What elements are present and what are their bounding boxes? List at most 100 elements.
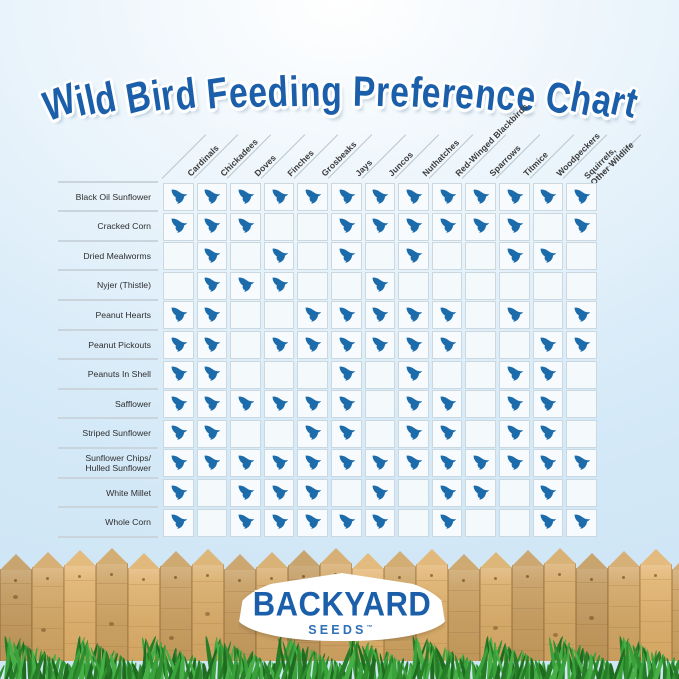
cell-r3-c6[interactable] bbox=[364, 271, 396, 300]
cell-r10-c5[interactable] bbox=[331, 479, 362, 507]
cell-r4-c9[interactable] bbox=[465, 301, 496, 330]
cell-r5-c9[interactable] bbox=[465, 331, 496, 359]
cell-r10-c6[interactable] bbox=[364, 479, 396, 507]
cell-r6-c11[interactable] bbox=[532, 360, 564, 389]
cell-r11-c6[interactable] bbox=[364, 508, 396, 537]
cell-r5-c2[interactable] bbox=[230, 331, 261, 359]
cell-r4-c4[interactable] bbox=[297, 301, 328, 330]
cell-r11-c2[interactable] bbox=[230, 508, 261, 537]
cell-r1-c4[interactable] bbox=[297, 212, 328, 241]
cell-r6-c5[interactable] bbox=[331, 360, 362, 389]
cell-r5-c8[interactable] bbox=[431, 331, 463, 359]
cell-r1-c9[interactable] bbox=[465, 212, 496, 241]
cell-r6-c9[interactable] bbox=[465, 360, 496, 389]
cell-r11-c0[interactable] bbox=[163, 508, 194, 537]
cell-r7-c2[interactable] bbox=[230, 390, 261, 419]
cell-r6-c8[interactable] bbox=[431, 360, 463, 389]
cell-r0-c12[interactable] bbox=[566, 183, 597, 211]
cell-r0-c0[interactable] bbox=[163, 183, 194, 211]
cell-r0-c5[interactable] bbox=[331, 183, 362, 211]
cell-r2-c6[interactable] bbox=[364, 242, 396, 271]
cell-r3-c10[interactable] bbox=[499, 271, 530, 300]
cell-r0-c9[interactable] bbox=[465, 183, 496, 211]
cell-r7-c9[interactable] bbox=[465, 390, 496, 419]
cell-r3-c0[interactable] bbox=[163, 271, 194, 300]
cell-r7-c8[interactable] bbox=[431, 390, 463, 419]
cell-r8-c4[interactable] bbox=[297, 419, 328, 448]
cell-r9-c2[interactable] bbox=[230, 449, 261, 478]
cell-r10-c3[interactable] bbox=[263, 479, 295, 507]
cell-r4-c12[interactable] bbox=[566, 301, 597, 330]
cell-r10-c0[interactable] bbox=[163, 479, 194, 507]
cell-r4-c6[interactable] bbox=[364, 301, 396, 330]
cell-r6-c2[interactable] bbox=[230, 360, 261, 389]
cell-r9-c8[interactable] bbox=[431, 449, 463, 478]
cell-r8-c11[interactable] bbox=[532, 419, 564, 448]
cell-r1-c1[interactable] bbox=[196, 212, 228, 241]
cell-r8-c9[interactable] bbox=[465, 419, 496, 448]
cell-r9-c1[interactable] bbox=[196, 449, 228, 478]
cell-r3-c2[interactable] bbox=[230, 271, 261, 300]
cell-r4-c2[interactable] bbox=[230, 301, 261, 330]
cell-r1-c10[interactable] bbox=[499, 212, 530, 241]
cell-r7-c1[interactable] bbox=[196, 390, 228, 419]
cell-r10-c9[interactable] bbox=[465, 479, 496, 507]
cell-r5-c3[interactable] bbox=[263, 331, 295, 359]
cell-r2-c5[interactable] bbox=[331, 242, 362, 271]
cell-r6-c4[interactable] bbox=[297, 360, 328, 389]
cell-r7-c3[interactable] bbox=[263, 390, 295, 419]
cell-r9-c0[interactable] bbox=[163, 449, 194, 478]
cell-r8-c6[interactable] bbox=[364, 419, 396, 448]
cell-r3-c4[interactable] bbox=[297, 271, 328, 300]
cell-r5-c7[interactable] bbox=[398, 331, 429, 359]
cell-r7-c5[interactable] bbox=[331, 390, 362, 419]
cell-r5-c1[interactable] bbox=[196, 331, 228, 359]
cell-r4-c11[interactable] bbox=[532, 301, 564, 330]
cell-r6-c3[interactable] bbox=[263, 360, 295, 389]
cell-r9-c6[interactable] bbox=[364, 449, 396, 478]
cell-r2-c9[interactable] bbox=[465, 242, 496, 271]
cell-r4-c3[interactable] bbox=[263, 301, 295, 330]
cell-r7-c4[interactable] bbox=[297, 390, 328, 419]
cell-r11-c3[interactable] bbox=[263, 508, 295, 537]
cell-r11-c7[interactable] bbox=[398, 508, 429, 537]
cell-r11-c4[interactable] bbox=[297, 508, 328, 537]
cell-r1-c12[interactable] bbox=[566, 212, 597, 241]
cell-r3-c1[interactable] bbox=[196, 271, 228, 300]
cell-r8-c10[interactable] bbox=[499, 419, 530, 448]
cell-r10-c8[interactable] bbox=[431, 479, 463, 507]
cell-r8-c0[interactable] bbox=[163, 419, 194, 448]
cell-r3-c5[interactable] bbox=[331, 271, 362, 300]
cell-r11-c12[interactable] bbox=[566, 508, 597, 537]
cell-r11-c10[interactable] bbox=[499, 508, 530, 537]
cell-r8-c5[interactable] bbox=[331, 419, 362, 448]
cell-r1-c2[interactable] bbox=[230, 212, 261, 241]
cell-r3-c11[interactable] bbox=[532, 271, 564, 300]
cell-r0-c3[interactable] bbox=[263, 183, 295, 211]
cell-r4-c7[interactable] bbox=[398, 301, 429, 330]
cell-r10-c11[interactable] bbox=[532, 479, 564, 507]
cell-r9-c4[interactable] bbox=[297, 449, 328, 478]
cell-r0-c11[interactable] bbox=[532, 183, 564, 211]
cell-r9-c9[interactable] bbox=[465, 449, 496, 478]
cell-r1-c5[interactable] bbox=[331, 212, 362, 241]
cell-r10-c2[interactable] bbox=[230, 479, 261, 507]
cell-r6-c0[interactable] bbox=[163, 360, 194, 389]
cell-r6-c10[interactable] bbox=[499, 360, 530, 389]
cell-r3-c7[interactable] bbox=[398, 271, 429, 300]
cell-r0-c6[interactable] bbox=[364, 183, 396, 211]
cell-r9-c5[interactable] bbox=[331, 449, 362, 478]
cell-r8-c8[interactable] bbox=[431, 419, 463, 448]
cell-r1-c7[interactable] bbox=[398, 212, 429, 241]
cell-r5-c5[interactable] bbox=[331, 331, 362, 359]
cell-r2-c2[interactable] bbox=[230, 242, 261, 271]
cell-r4-c1[interactable] bbox=[196, 301, 228, 330]
cell-r1-c8[interactable] bbox=[431, 212, 463, 241]
cell-r10-c12[interactable] bbox=[566, 479, 597, 507]
cell-r4-c10[interactable] bbox=[499, 301, 530, 330]
cell-r3-c12[interactable] bbox=[566, 271, 597, 300]
cell-r1-c3[interactable] bbox=[263, 212, 295, 241]
cell-r2-c10[interactable] bbox=[499, 242, 530, 271]
cell-r11-c5[interactable] bbox=[331, 508, 362, 537]
cell-r7-c6[interactable] bbox=[364, 390, 396, 419]
